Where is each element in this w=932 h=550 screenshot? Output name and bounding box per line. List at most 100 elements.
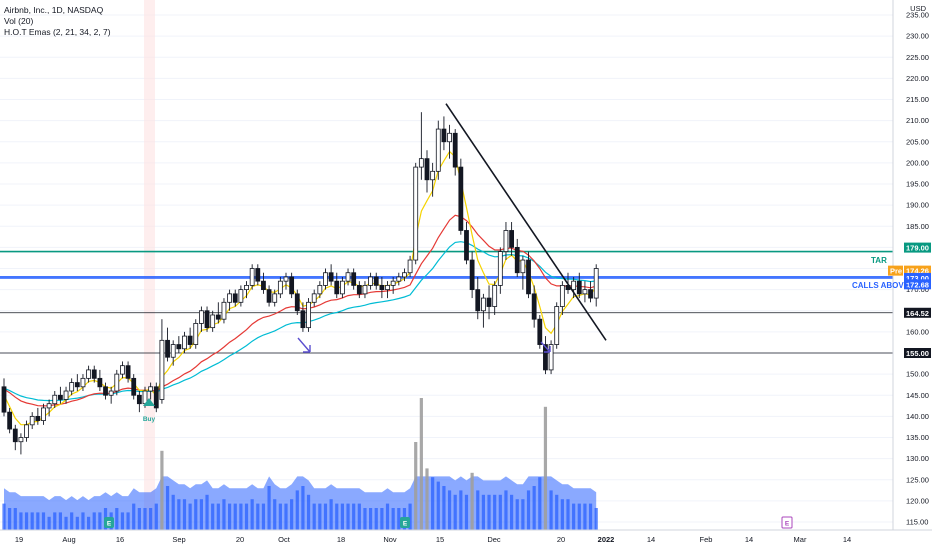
buy-signal-label: Buy [143,416,156,423]
chart-legend[interactable]: Airbnb, Inc., 1D, NASDAQ Vol (20) H.O.T … [4,5,111,38]
candle-body [475,289,481,312]
ema-fast-line [3,150,597,426]
volume-bar [273,499,277,530]
earnings-event-icon[interactable]: E [781,516,793,529]
candle-body [503,230,509,253]
arrow-annotation [297,337,311,353]
volume-bar [577,503,581,530]
candle-body [458,166,464,231]
candle-body [227,293,233,303]
candle-body [7,411,13,430]
earnings-event-icon[interactable]: E [104,517,114,528]
volume-bar [419,398,423,530]
candle-body [277,280,283,295]
volume-bar [228,503,232,530]
volume-bar [250,499,254,530]
grid [0,14,893,523]
volume-bar [476,490,480,530]
price-tick-label: 160.00 [906,327,929,336]
volume-bar [346,503,350,530]
volume-bar [87,516,91,530]
trendline-segment[interactable] [445,103,607,341]
earnings-event-icon[interactable]: E [400,517,410,528]
price-tag: 172.68 [904,279,931,290]
volume-bar [588,503,593,530]
candle-body [576,280,582,295]
candle-body [58,394,63,400]
volume-bar [543,406,548,530]
svg-text:155.00: 155.00 [906,349,929,358]
currency-label[interactable]: USD [910,4,926,13]
volume-bar [30,512,34,530]
candle-body [447,132,452,143]
candle-body [289,276,295,295]
volume-bar [182,499,187,530]
volume-bar [154,503,158,530]
volume-bar [318,503,322,530]
candle-body [582,289,588,295]
volume-bar [363,508,367,530]
time-tick-label: Aug [62,535,75,544]
candle-body [559,284,565,307]
volume-bar [532,486,536,530]
candle-body [170,344,176,358]
price-tick-label: 135.00 [906,433,929,442]
volume-bar [408,503,412,530]
volume-bar [521,499,525,530]
svg-text:E: E [403,521,408,528]
volume-bar [560,499,564,530]
calls-above-label: CALLS ABOVE [852,281,910,290]
candle-body [390,280,396,286]
candle-body [593,268,599,299]
candle-body [486,297,492,307]
candle-body [12,428,18,443]
candle-body [385,284,390,291]
volume-bar [205,494,209,530]
candle-body [63,390,69,400]
volume-bar [81,512,85,530]
svg-text:172.68: 172.68 [906,280,929,289]
candle-body [74,382,80,388]
candle-body [588,289,593,299]
trendline[interactable] [445,103,607,341]
volume-bar [583,503,587,530]
horizontal-lines[interactable] [0,250,893,354]
candle-body [351,272,357,286]
volume-bar [41,512,46,530]
candle-body [480,297,486,312]
volume-pane [2,398,598,530]
price-tick-label: 120.00 [906,496,929,505]
candle-body [362,284,368,295]
volume-indicator-label[interactable]: Vol (20) [4,16,34,26]
ema-indicator-label[interactable]: H.O.T Emas (2, 21, 34, 2, 7) [4,27,111,37]
volume-bar [199,499,203,530]
candle-body [531,293,537,320]
volume-bar [137,508,141,530]
price-tag: 164.52 [904,307,931,318]
price-tick-label: 215.00 [906,95,929,104]
session-highlight [144,0,155,530]
time-tick-label: 19 [15,535,23,544]
price-tick-label: 200.00 [906,158,929,167]
candle-body [249,268,255,286]
volume-bar [290,499,294,530]
candle-body [424,158,430,181]
volume-bar [36,512,40,530]
price-tag: 155.00 [904,348,931,358]
candle-body [373,276,379,286]
candle-body [131,377,137,396]
candle-body [441,128,447,143]
candle-body [148,386,154,392]
volume-bar [19,512,23,530]
volume-bar [2,503,6,530]
symbol-title[interactable]: Airbnb, Inc., 1D, NASDAQ [4,5,104,15]
volume-bar [256,503,260,530]
candle-body [497,251,503,286]
volume-bar [306,494,311,530]
price-tick-label: 190.00 [906,201,929,210]
